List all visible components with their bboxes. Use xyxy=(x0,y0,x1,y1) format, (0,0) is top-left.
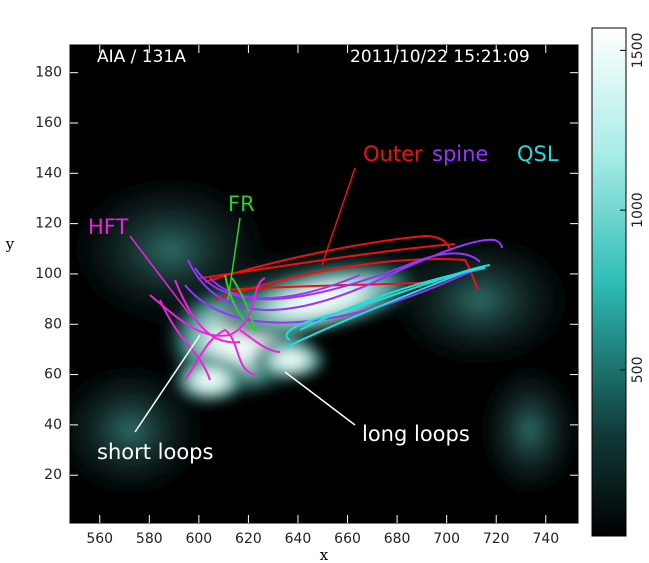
y-axis-label: y xyxy=(5,235,15,253)
y-tick-label: 40 xyxy=(44,417,62,433)
y-tick-label: 140 xyxy=(35,165,62,181)
title-right: 2011/10/22 15:21:09 xyxy=(350,47,530,67)
colorbar-tick-label: 1500 xyxy=(630,33,646,69)
x-tick-label: 660 xyxy=(334,531,361,547)
annotation: Outer xyxy=(363,142,423,166)
plot-frame xyxy=(69,44,579,524)
title-left: AIA / 131A xyxy=(97,47,186,67)
y-tick-label: 20 xyxy=(44,467,62,483)
image-area: AIA / 131A 2011/10/22 15:21:09 Outer spi… xyxy=(70,45,578,523)
x-tick-label: 640 xyxy=(285,531,312,547)
annotation: long loops xyxy=(362,422,470,446)
y-tick-label: 160 xyxy=(35,115,62,131)
annotation: short loops xyxy=(97,440,213,464)
colorbar-tick-label: 500 xyxy=(630,356,646,383)
x-tick-label: 740 xyxy=(532,531,559,547)
annotation: FR xyxy=(228,192,255,216)
colorbar xyxy=(591,27,627,537)
x-tick-label: 560 xyxy=(86,531,113,547)
y-tick-label: 80 xyxy=(44,316,62,332)
y-tick-label: 180 xyxy=(35,65,62,81)
colorbar-tick-label: 1000 xyxy=(630,192,646,228)
annotation: QSL xyxy=(517,142,559,166)
y-tick-label: 100 xyxy=(35,266,62,282)
annotation: spine xyxy=(432,142,488,166)
x-tick-label: 580 xyxy=(136,531,163,547)
x-axis-label: x xyxy=(320,546,329,563)
x-tick-label: 720 xyxy=(483,531,510,547)
y-tick-label: 120 xyxy=(35,216,62,232)
x-tick-label: 700 xyxy=(433,531,460,547)
x-tick-label: 680 xyxy=(384,531,411,547)
annotation: HFT xyxy=(88,215,129,239)
x-tick-label: 600 xyxy=(185,531,212,547)
annotation-pointers xyxy=(129,167,356,433)
y-tick-label: 60 xyxy=(44,367,62,383)
x-tick-label: 620 xyxy=(235,531,262,547)
